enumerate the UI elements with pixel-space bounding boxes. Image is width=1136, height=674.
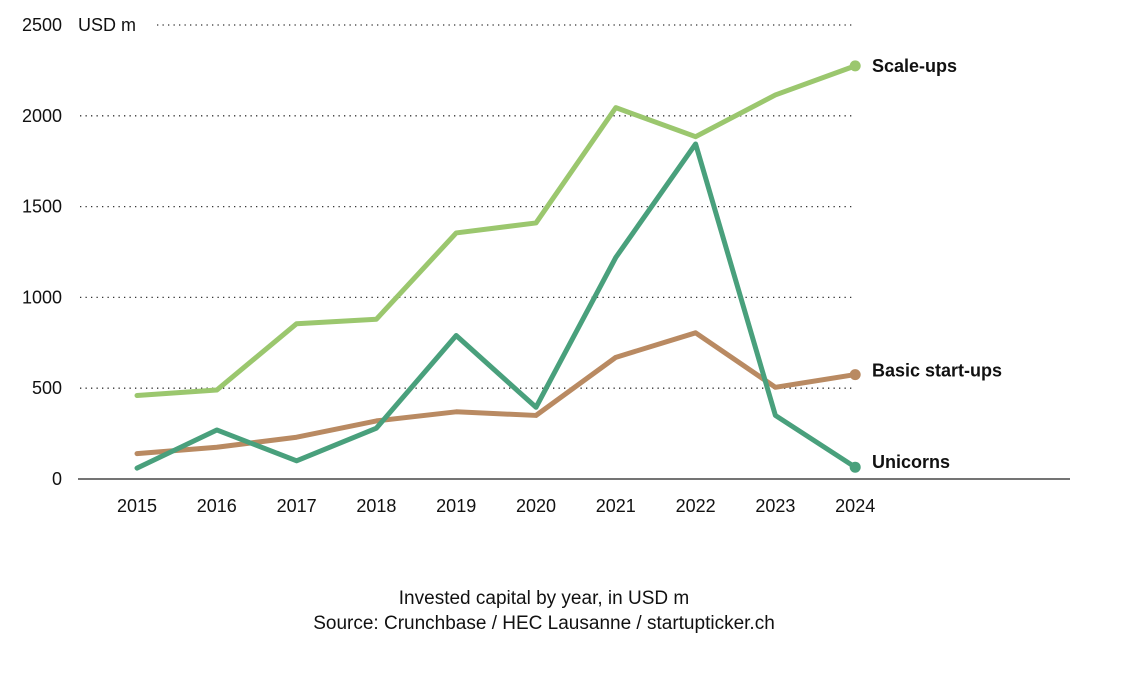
series-line-unicorns	[134, 141, 858, 471]
series-group	[134, 60, 861, 473]
x-tick-label: 2024	[835, 496, 875, 516]
x-tick-label: 2015	[117, 496, 157, 516]
x-tick-label: 2017	[277, 496, 317, 516]
y-tick-label: 0	[52, 469, 62, 489]
y-tick-label: 500	[32, 378, 62, 398]
y-axis-ticks: 0 500 1000 1500 2000 2500	[22, 15, 62, 489]
y-tick-label: 1000	[22, 287, 62, 307]
series-label-scale-ups: Scale-ups	[872, 56, 957, 76]
x-tick-label: 2020	[516, 496, 556, 516]
grid-lines	[80, 24, 855, 389]
x-tick-label: 2023	[755, 496, 795, 516]
data-point-unicorns	[849, 461, 861, 473]
y-axis-unit-label: USD m	[78, 15, 136, 35]
data-point-scale-ups	[849, 60, 861, 72]
caption-source: Source: Crunchbase / HEC Lausanne / star…	[313, 613, 775, 634]
y-tick-label: 2500	[22, 15, 62, 35]
x-axis-ticks: 2015 2016 2017 2018 2019 2020 2021 2022 2023 2024	[117, 496, 875, 516]
caption-description: Invested capital by year, in USD m	[398, 588, 690, 609]
series-label-unicorns: Unicorns	[872, 452, 950, 472]
x-tick-label: 2022	[676, 496, 716, 516]
x-tick-label: 2018	[356, 496, 396, 516]
y-tick-label: 2000	[22, 106, 62, 126]
data-point-basic-start-ups	[849, 369, 861, 381]
chart-caption: Invested capital by year, in USD m Sourc…	[0, 586, 1136, 636]
x-tick-label: 2016	[197, 496, 237, 516]
x-tick-label: 2021	[596, 496, 636, 516]
series-labels: Scale-ups Basic start-ups Unicorns	[872, 56, 1002, 472]
x-tick-label: 2019	[436, 496, 476, 516]
series-label-basic-start-ups: Basic start-ups	[872, 361, 1002, 381]
y-tick-label: 1500	[22, 197, 62, 217]
series-line-scale-ups	[134, 63, 858, 398]
series-line-basic-start-ups	[134, 330, 858, 457]
